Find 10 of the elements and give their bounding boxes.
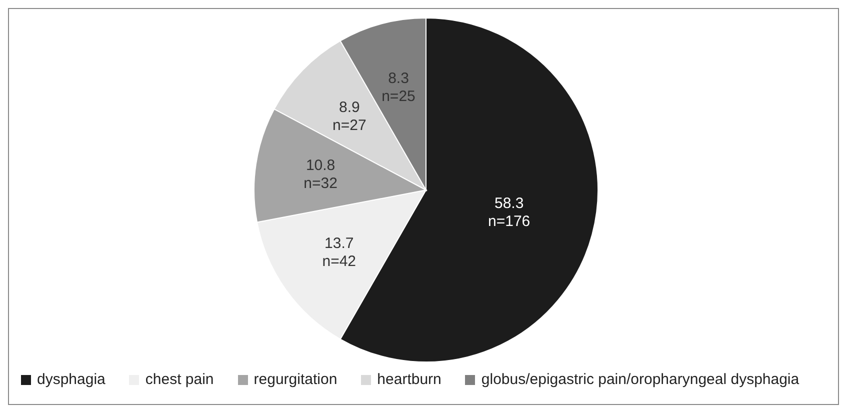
legend-label: dysphagia (37, 371, 106, 388)
data-label: 10.8 n=32 (304, 156, 338, 192)
data-label: 8.3 n=25 (382, 70, 416, 105)
legend-label: chest pain (145, 371, 214, 388)
data-label: 8.9 n=27 (332, 98, 366, 134)
data-label: 13.7 n=42 (322, 234, 356, 270)
legend-label: regurgitation (254, 371, 338, 388)
data-label: 58.3 n=176 (488, 195, 530, 230)
legend-label: heartburn (377, 371, 442, 388)
legend-label: globus/epigastric pain/oropharyngeal dysphagia (481, 371, 800, 388)
